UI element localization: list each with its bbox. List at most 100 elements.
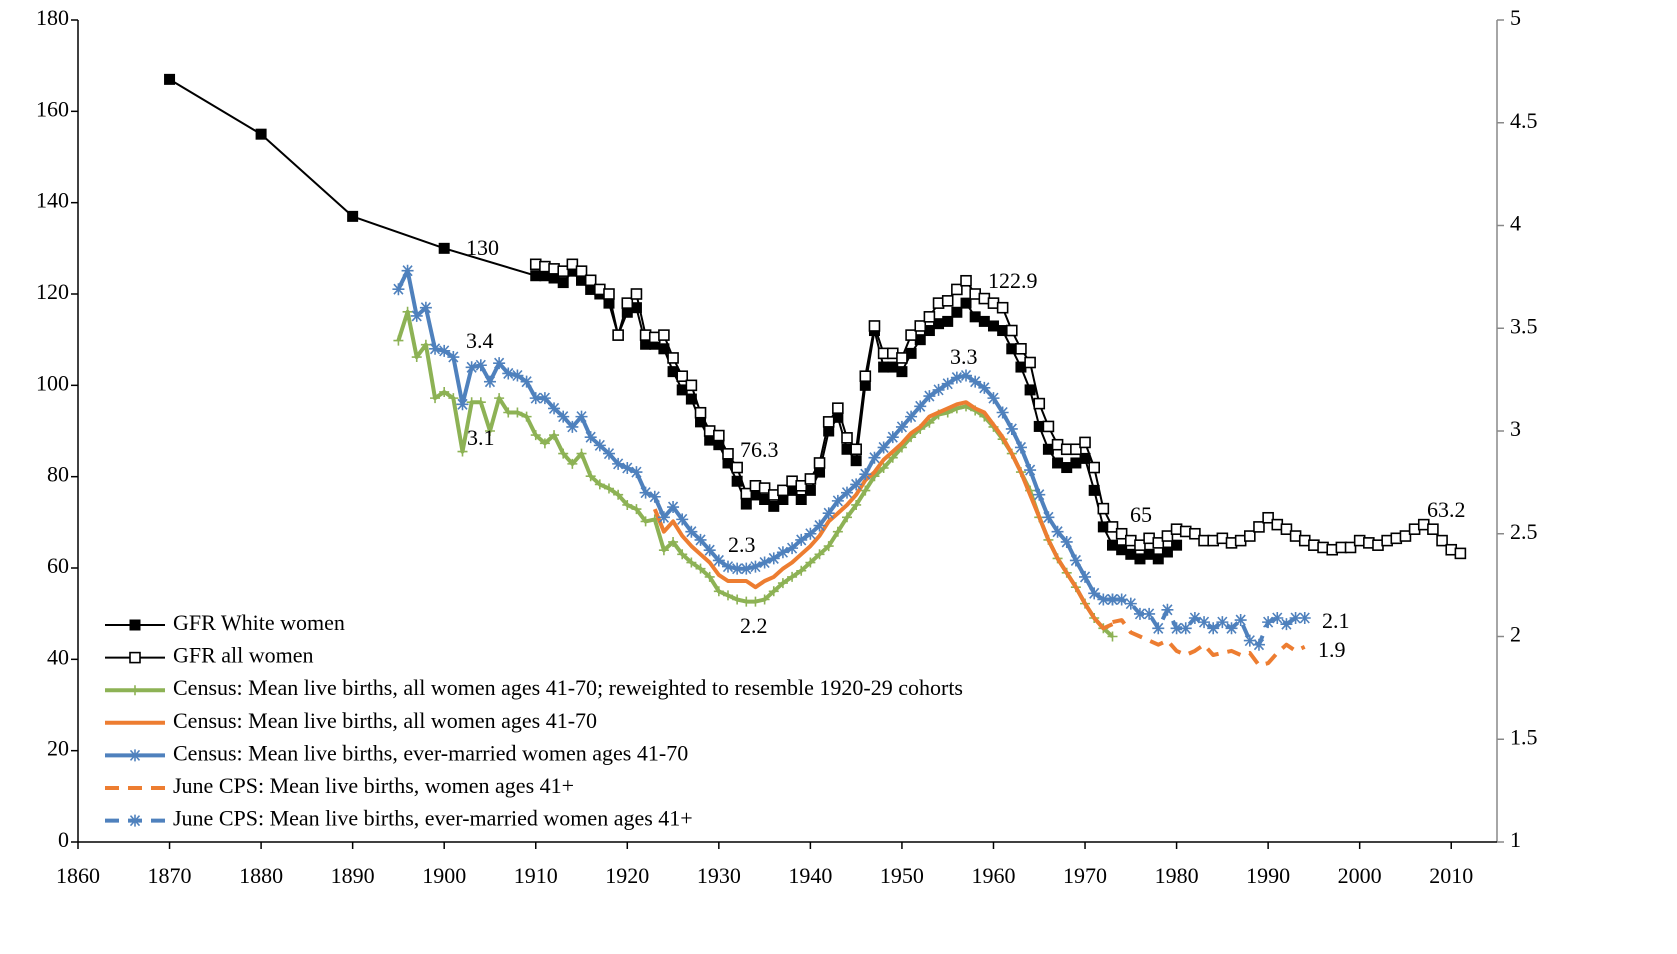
data-point: [1234, 614, 1247, 627]
data-point: [713, 429, 725, 442]
data-point: [1454, 547, 1467, 560]
data-point: [538, 392, 551, 405]
x-tick-label: 1940: [788, 863, 832, 888]
data-point: [740, 487, 753, 500]
data-point: [1179, 622, 1192, 635]
data-point: [1088, 461, 1100, 474]
data-point: [1280, 618, 1293, 631]
data-point: [622, 499, 633, 510]
data-point: [1436, 534, 1448, 547]
data-point: [1244, 530, 1256, 542]
data-point: [1188, 612, 1201, 625]
data-point: [1152, 537, 1165, 549]
data-point: [1189, 527, 1201, 540]
data-point: [914, 400, 927, 413]
data-point: [1124, 597, 1137, 610]
data-point: [877, 441, 890, 454]
data-point: [722, 590, 733, 601]
data-point: [905, 347, 917, 359]
data-point: [859, 379, 871, 391]
data-point: [878, 361, 890, 373]
x-tick-label: 1920: [605, 863, 649, 888]
data-point: [1262, 616, 1275, 629]
data-point: [1042, 420, 1055, 433]
data-point: [502, 367, 515, 380]
data-point: [484, 426, 495, 436]
data-point: [731, 461, 743, 474]
data-point: [721, 560, 734, 573]
data-point: [914, 320, 927, 332]
data-point: [1134, 553, 1146, 565]
data-point: [768, 500, 780, 512]
data-point: [933, 318, 945, 330]
data-point: [860, 485, 871, 496]
y-tick-label: 120: [36, 279, 69, 304]
data-point: [575, 265, 588, 277]
data-point: [960, 297, 972, 309]
data-point: [549, 430, 560, 441]
legend-label: Census: Mean live births, ever-married w…: [173, 740, 688, 765]
data-point: [411, 352, 422, 363]
data-point: [511, 369, 524, 382]
data-point: [612, 457, 625, 470]
data-point: [1051, 525, 1064, 538]
data-point: [529, 392, 542, 405]
data-point: [630, 466, 643, 479]
data-point: [941, 295, 954, 307]
annotation: 3.1: [467, 425, 495, 450]
data-point: [448, 393, 459, 404]
data-point: [859, 468, 872, 481]
y2-tick-label: 4: [1510, 211, 1521, 236]
data-point: [868, 320, 881, 332]
data-point: [1052, 457, 1064, 469]
annotation: 65: [1130, 502, 1152, 527]
x-tick-label: 1870: [148, 863, 192, 888]
data-point: [557, 265, 570, 277]
data-point: [795, 494, 807, 505]
data-point: [887, 361, 899, 373]
data-point: [676, 513, 689, 526]
data-point: [676, 370, 689, 383]
data-point: [813, 519, 826, 532]
data-point: [658, 545, 669, 556]
data-point: [987, 320, 999, 332]
annotation: 1.9: [1318, 637, 1346, 662]
data-point: [594, 479, 605, 490]
data-point: [1042, 511, 1055, 524]
data-point: [576, 274, 588, 286]
y2-tick-label: 2: [1510, 622, 1521, 647]
data-point: [951, 283, 963, 296]
data-point: [1133, 607, 1146, 620]
x-tick-label: 1910: [514, 863, 558, 888]
y-tick-label: 180: [36, 5, 69, 30]
data-point: [410, 309, 423, 322]
data-point: [941, 377, 954, 390]
x-tick-label: 2000: [1338, 863, 1382, 888]
data-point: [750, 596, 761, 607]
data-point: [832, 526, 843, 537]
data-point: [1015, 342, 1027, 355]
data-point: [539, 438, 550, 449]
data-point: [429, 342, 442, 355]
data-point: [640, 338, 652, 350]
data-point: [786, 484, 798, 496]
data-point: [585, 471, 596, 482]
x-tick-label: 2010: [1429, 863, 1473, 888]
data-point: [950, 371, 963, 384]
data-point: [1107, 631, 1118, 642]
data-point: [842, 512, 853, 523]
data-point: [419, 301, 432, 314]
data-point: [758, 556, 771, 569]
data-point: [658, 329, 670, 341]
data-point: [657, 511, 670, 524]
data-point: [914, 334, 926, 346]
data-point: [1216, 616, 1229, 629]
data-point: [603, 288, 615, 300]
data-point: [402, 306, 413, 317]
data-point: [1024, 384, 1036, 396]
data-point: [1005, 324, 1018, 337]
data-point: [832, 402, 844, 414]
data-point: [630, 288, 643, 300]
data-point: [1243, 634, 1256, 647]
data-point: [1161, 603, 1174, 616]
